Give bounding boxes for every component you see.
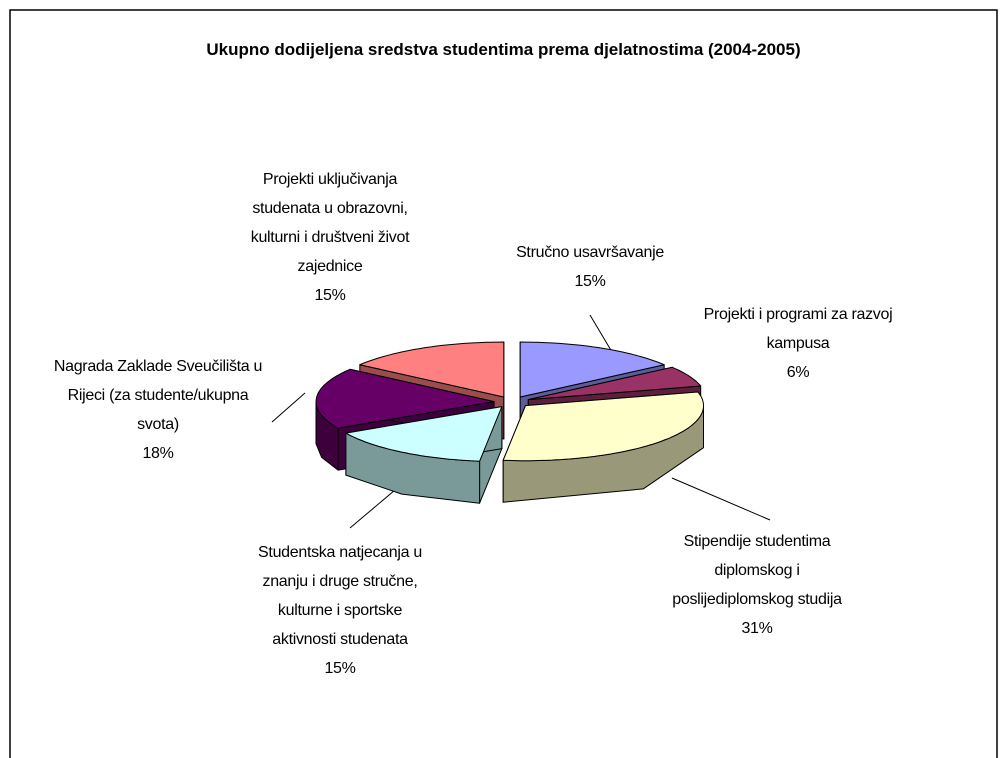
- data-label: Projekti i programi za razvoj kampusa 6%: [698, 300, 898, 387]
- slice: [527, 366, 702, 401]
- leader-line: [589, 314, 613, 353]
- slice: [519, 341, 665, 398]
- data-label: Stručno usavršavanje 15%: [490, 238, 690, 296]
- slice: [345, 406, 503, 462]
- category-label: Stipendije studentima diplomskog i posli…: [672, 533, 842, 608]
- value-label: 6%: [786, 364, 810, 381]
- data-label: Projekti uključivanja studenata u obrazo…: [235, 165, 425, 310]
- leader-line: [671, 477, 771, 521]
- value-label: 15%: [314, 287, 346, 304]
- leader-lines: [271, 314, 771, 529]
- slice: [502, 391, 704, 462]
- leader-line: [349, 489, 396, 529]
- data-label: Studentska natjecanja u znanju i druge s…: [255, 538, 425, 683]
- leader-line: [271, 392, 306, 423]
- value-label: 18%: [142, 445, 174, 462]
- pie-slices: [315, 341, 704, 504]
- slice: [359, 341, 505, 398]
- category-label: Stručno usavršavanje: [516, 244, 664, 261]
- data-label: Nagrada Zaklade Sveučilišta u Rijeci (za…: [53, 352, 263, 468]
- value-label: 15%: [574, 273, 606, 290]
- slice: [315, 368, 495, 429]
- value-label: 31%: [741, 620, 773, 637]
- category-label: Nagrada Zaklade Sveučilišta u Rijeci (za…: [53, 358, 263, 433]
- chart-title: Ukupno dodijeljena sredstva studentima p…: [206, 40, 801, 59]
- data-label: Stipendije studentima diplomskog i posli…: [667, 527, 847, 643]
- chart-border: [9, 9, 998, 758]
- category-label: Projekti uključivanja studenata u obrazo…: [250, 171, 410, 275]
- value-label: 15%: [324, 660, 356, 677]
- category-label: Projekti i programi za razvoj kampusa: [703, 306, 893, 352]
- category-label: Studentska natjecanja u znanju i druge s…: [258, 544, 422, 648]
